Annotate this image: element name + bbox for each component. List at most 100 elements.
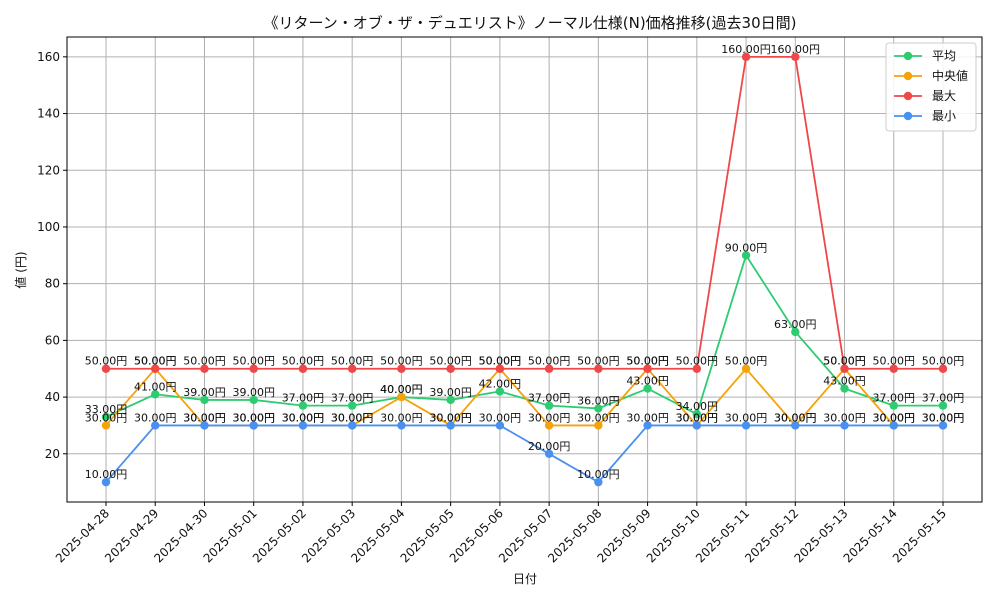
data-point — [643, 384, 652, 393]
data-point — [594, 404, 603, 413]
data-label: 30.00円 — [873, 411, 916, 424]
data-label: 30.00円 — [626, 411, 669, 424]
data-label: 30.00円 — [922, 411, 965, 424]
data-point — [151, 364, 160, 373]
y-tick-label: 120 — [37, 163, 60, 177]
data-label: 50.00円 — [626, 355, 669, 368]
data-label: 43.00円 — [626, 375, 669, 388]
data-point — [840, 421, 849, 430]
data-label: 50.00円 — [873, 355, 916, 368]
data-label: 30.00円 — [479, 411, 522, 424]
legend-swatch-marker — [903, 71, 913, 81]
series — [101, 52, 948, 487]
data-point — [889, 421, 898, 430]
data-point — [544, 449, 554, 458]
data-point — [249, 395, 258, 405]
data-label: 10.00円 — [577, 468, 620, 481]
data-label: 50.00円 — [85, 355, 128, 368]
data-label: 30.00円 — [823, 411, 866, 424]
data-point — [791, 421, 800, 430]
data-point — [397, 364, 406, 373]
y-tick-label: 100 — [37, 220, 60, 234]
y-axis-label: 値 (円) — [13, 251, 28, 288]
data-point — [101, 364, 111, 373]
data-point — [889, 364, 898, 373]
legend-swatch-marker — [903, 111, 913, 121]
legend-label: 最小 — [932, 109, 956, 123]
data-label: 33.00円 — [85, 403, 128, 416]
data-label: 50.00円 — [577, 355, 620, 368]
grid — [67, 37, 982, 502]
data-label: 50.00円 — [479, 355, 522, 368]
data-point — [840, 364, 849, 373]
data-point — [151, 421, 160, 430]
data-label: 34.00円 — [676, 400, 719, 413]
legend-swatch-marker — [903, 91, 913, 101]
plot-frame — [66, 36, 983, 503]
data-label: 30.00円 — [676, 411, 719, 424]
data-point — [692, 364, 702, 373]
data-label: 30.00円 — [331, 411, 374, 424]
axes: 204060801001201401602025-04-282025-04-29… — [37, 36, 983, 565]
data-label: 63.00円 — [774, 318, 817, 331]
data-label: 39.00円 — [183, 386, 226, 399]
data-point — [938, 421, 948, 430]
data-point — [200, 395, 209, 405]
data-point — [741, 364, 751, 373]
data-label: 50.00円 — [528, 355, 571, 368]
data-label: 39.00円 — [429, 386, 472, 399]
data-label: 50.00円 — [380, 355, 423, 368]
data-label: 30.00円 — [282, 411, 325, 424]
data-point — [249, 421, 258, 430]
data-label: 30.00円 — [528, 411, 571, 424]
data-label: 30.00円 — [577, 411, 620, 424]
legend-label: 最大 — [932, 89, 956, 103]
data-label: 30.00円 — [429, 411, 472, 424]
data-label: 50.00円 — [823, 355, 866, 368]
data-point — [692, 409, 702, 419]
data-label: 30.00円 — [331, 411, 374, 424]
data-label: 30.00円 — [873, 411, 916, 424]
data-label: 50.00円 — [232, 355, 275, 368]
data-point — [446, 395, 455, 405]
data-label: 50.00円 — [823, 355, 866, 368]
chart-title: 《リターン・オブ・ザ・デュエリスト》ノーマル仕様(N)価格推移(過去30日間) — [264, 14, 797, 32]
data-point — [791, 327, 800, 337]
data-label: 40.00円 — [380, 383, 423, 396]
legend-swatch-marker — [903, 51, 913, 61]
data-point — [643, 421, 652, 430]
data-label: 10.00円 — [85, 468, 128, 481]
data-label: 37.00円 — [282, 392, 325, 405]
data-label: 50.00円 — [676, 355, 719, 368]
data-point — [938, 364, 948, 373]
data-point — [495, 364, 505, 373]
data-point — [938, 401, 948, 410]
data-label: 37.00円 — [528, 392, 571, 405]
data-point — [692, 421, 702, 430]
data-point — [397, 392, 406, 402]
data-point — [200, 364, 209, 373]
data-label: 37.00円 — [922, 392, 965, 405]
data-label: 30.00円 — [134, 411, 177, 424]
data-point — [151, 390, 160, 399]
data-point — [791, 52, 800, 62]
x-axis-label: 日付 — [513, 572, 537, 586]
data-label: 30.00円 — [380, 411, 423, 424]
data-label: 43.00円 — [823, 375, 866, 388]
data-label: 30.00円 — [85, 411, 128, 424]
data-point — [889, 401, 898, 410]
legend-label: 平均 — [932, 49, 956, 63]
data-label: 37.00円 — [873, 392, 916, 405]
data-point — [101, 412, 111, 422]
data-label: 50.00円 — [626, 355, 669, 368]
data-label: 30.00円 — [232, 411, 275, 424]
data-label: 30.00円 — [183, 411, 226, 424]
data-label: 50.00円 — [134, 355, 177, 368]
series-line — [106, 55, 943, 370]
y-tick-label: 140 — [37, 107, 60, 121]
data-point — [594, 421, 603, 430]
y-tick-label: 40 — [45, 390, 60, 404]
data-label: 50.00円 — [725, 355, 768, 368]
